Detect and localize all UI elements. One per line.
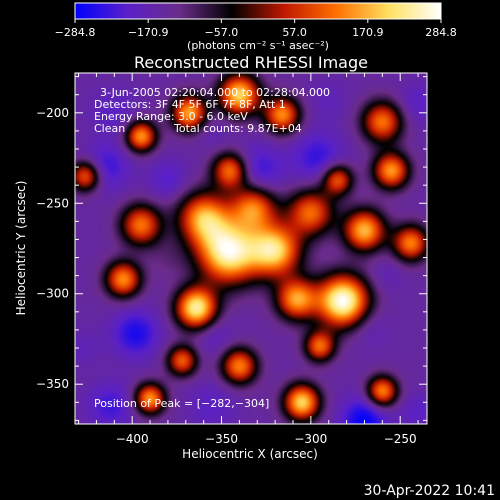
y-tick-label: −300 xyxy=(36,287,69,301)
colorbar-tick-label: −57.0 xyxy=(205,26,239,39)
heatmap-image xyxy=(75,73,427,424)
annotation-peak: Position of Peak = [−282,−304] xyxy=(94,397,269,410)
x-axis-label: Heliocentric X (arcsec) xyxy=(182,447,318,461)
annotation-energy: Energy Range: 3.0 - 6.0 keV xyxy=(94,110,248,123)
colorbar-tick-label: 170.9 xyxy=(352,26,384,39)
chart-title: Reconstructed RHESSI Image xyxy=(134,53,368,72)
colorbar-tick-label: −284.8 xyxy=(55,26,96,39)
x-tick-label: −300 xyxy=(294,432,327,446)
colorbar: −284.8 −170.9 −57.0 57.0 170.9 284.8 (photons… xyxy=(55,2,457,52)
axis-ticks: −400 −350 −300 −250 −200 −250 −300 −350 xyxy=(36,73,427,446)
y-axis-label: Heliocentric Y (arcsec) xyxy=(14,181,28,316)
y-tick-label: −200 xyxy=(36,106,69,120)
plot-frame xyxy=(74,72,428,425)
annotation-detectors: Detectors: 3F 4F 5F 6F 7F 8F, Att 1 xyxy=(94,98,286,111)
x-tick-label: −250 xyxy=(384,432,417,446)
heatmap-image-frame xyxy=(75,73,427,424)
y-tick-label: −350 xyxy=(36,377,69,391)
annotations: 3-Jun-2005 02:20:04.000 to 02:28:04.000 … xyxy=(94,86,330,410)
colorbar-bar xyxy=(74,2,442,20)
colorbar-unit-label: (photons cm⁻² s⁻¹ asec⁻²) xyxy=(187,39,329,52)
colorbar-tick-label: 57.0 xyxy=(282,26,307,39)
annotation-method: Clean xyxy=(94,122,125,135)
colorbar-tick-label: 284.8 xyxy=(425,26,457,39)
x-tick-label: −350 xyxy=(205,432,238,446)
x-tick-label: −400 xyxy=(116,432,149,446)
colorbar-ticks: −284.8 −170.9 −57.0 57.0 170.9 284.8 xyxy=(55,19,457,39)
annotation-counts: Total counts: 9.87E+04 xyxy=(173,122,302,135)
footer-datetime: 30-Apr-2022 10:41 xyxy=(364,483,495,499)
y-tick-label: −250 xyxy=(36,196,69,210)
annotation-time-range: 3-Jun-2005 02:20:04.000 to 02:28:04.000 xyxy=(100,86,330,99)
colorbar-tick-label: −170.9 xyxy=(128,26,169,39)
